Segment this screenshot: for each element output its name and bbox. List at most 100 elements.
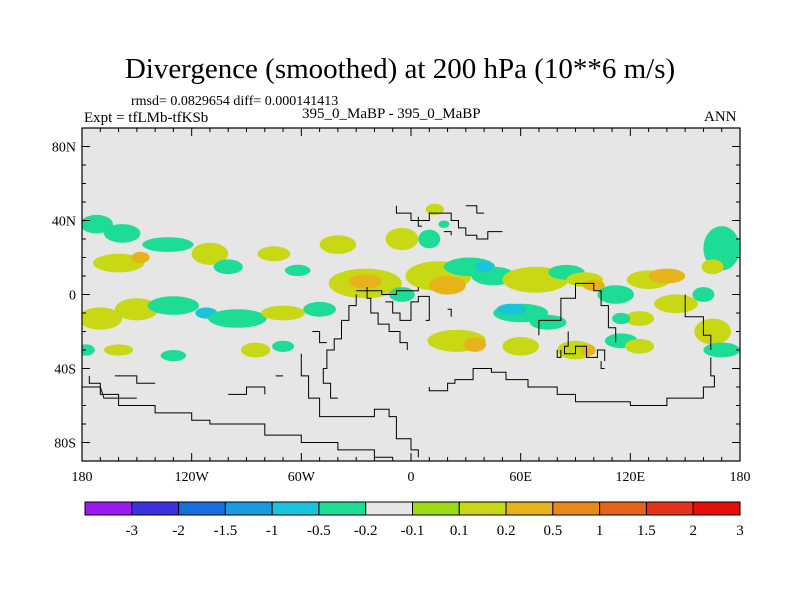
colorbar-swatch	[552, 501, 601, 516]
contour-region	[272, 340, 295, 352]
contour-region	[114, 298, 159, 321]
contour-region	[694, 318, 731, 345]
coastline	[538, 282, 617, 343]
colorbar-swatch	[178, 501, 226, 516]
coastline	[300, 353, 419, 458]
y-tick-label: 80N	[52, 141, 76, 156]
coastline	[356, 287, 419, 295]
contour-region	[581, 344, 596, 356]
contour-region	[692, 287, 715, 302]
coastline	[564, 331, 606, 362]
colorbar-label: 2	[689, 523, 697, 539]
coastline	[556, 350, 562, 358]
contour-region	[624, 311, 655, 326]
axis-ticks: 180 120W 60W 0 60E 120E 180 80N 40N 0 40S 80S	[52, 128, 751, 485]
colorbar-label: -1	[266, 523, 279, 539]
contour-region	[438, 220, 450, 228]
contour-region	[147, 296, 199, 315]
contour-region	[648, 268, 686, 284]
contour-region	[303, 301, 336, 317]
contour-region	[348, 274, 382, 289]
colorbar-swatch	[458, 501, 507, 516]
contour-region	[103, 224, 141, 243]
coastline	[85, 386, 137, 399]
contour-region	[502, 337, 539, 356]
contour-region	[191, 242, 229, 265]
colorbar-swatch	[599, 501, 647, 516]
contour-region	[284, 264, 311, 276]
colorbar-label: -0.2	[354, 523, 378, 539]
contour-region	[496, 303, 527, 315]
coastline	[366, 287, 408, 350]
season-label: ANN	[704, 109, 737, 125]
colorbar-label: 1.5	[637, 523, 656, 539]
contour-region	[703, 226, 740, 271]
contour-region	[131, 251, 150, 264]
contour-region	[464, 337, 486, 352]
x-tick-label: 120W	[175, 470, 210, 485]
colorbar-label: 0.5	[544, 523, 563, 539]
contour-region	[425, 203, 444, 215]
colorbar-swatch	[318, 501, 367, 516]
colorbar-swatch	[645, 501, 694, 516]
contour-region	[475, 261, 494, 273]
colorbar-swatch	[505, 501, 554, 516]
contour-region	[701, 259, 724, 275]
contour-region	[703, 342, 740, 358]
contour-region	[654, 294, 698, 314]
colorbar-label: 0.2	[497, 523, 516, 539]
contour-region	[104, 344, 134, 356]
coastline	[443, 231, 452, 236]
coastline	[600, 361, 605, 369]
contour-region	[142, 237, 194, 253]
contour-region	[160, 350, 187, 362]
contour-region	[93, 253, 145, 273]
coastline	[385, 295, 430, 321]
chart-title: Divergence (smoothed) at 200 hPa (10**6 …	[124, 53, 676, 85]
colorbar-swatch	[224, 501, 273, 516]
contour-region	[429, 276, 466, 295]
coastline	[465, 205, 485, 214]
colorbar-label: -1.5	[214, 523, 238, 539]
colorbar-swatch	[131, 501, 180, 516]
colorbar-label: -0.1	[401, 523, 425, 539]
contour-region	[418, 229, 441, 249]
colorbar-swatch	[412, 501, 460, 516]
contour-region	[612, 312, 631, 325]
contour-region	[241, 342, 271, 358]
contour-region	[385, 227, 419, 251]
y-tick-label: 80S	[54, 437, 76, 452]
coastline	[228, 386, 266, 395]
coastline	[395, 205, 503, 240]
x-tick-label: 180	[730, 470, 751, 485]
coastline	[322, 294, 357, 399]
x-tick-label: 60E	[509, 470, 532, 485]
colorbar-label: -0.5	[307, 523, 331, 539]
colorbar-swatch	[84, 501, 133, 516]
colorbar-label: 0.1	[450, 523, 469, 539]
colorbar: -3 -2 -1.5 -1 -0.5 -0.2 -0.1 0.1 0.2 0.5 1 1.5 2 3	[84, 501, 744, 539]
coastline	[114, 375, 156, 384]
colorbar-swatch	[365, 501, 413, 516]
stats-label: rmsd= 0.0829654 diff= 0.000141413	[131, 94, 339, 109]
contour-region	[319, 235, 357, 254]
y-tick-label: 0	[69, 289, 76, 304]
contour-region	[208, 309, 267, 328]
coastline-layer	[85, 205, 715, 458]
contour-region	[82, 214, 113, 234]
expt-label: Expt = tfLMb-tfKSb	[84, 110, 209, 126]
x-tick-label: 60W	[288, 470, 316, 485]
coastline	[684, 294, 712, 350]
x-tick-label: 0	[408, 470, 415, 485]
colorbar-label: 1	[596, 523, 604, 539]
contour-region	[82, 307, 123, 330]
coastline	[88, 375, 393, 458]
coastline	[417, 216, 422, 227]
colorbar-label: -3	[126, 523, 139, 539]
coastline	[428, 357, 715, 406]
x-tick-label: 120E	[616, 470, 646, 485]
colorbar-label: -2	[172, 523, 185, 539]
subtitle-label: 395_0_MaBP - 395_0_MaBP	[302, 106, 481, 122]
colorbar-label: 3	[736, 523, 744, 539]
